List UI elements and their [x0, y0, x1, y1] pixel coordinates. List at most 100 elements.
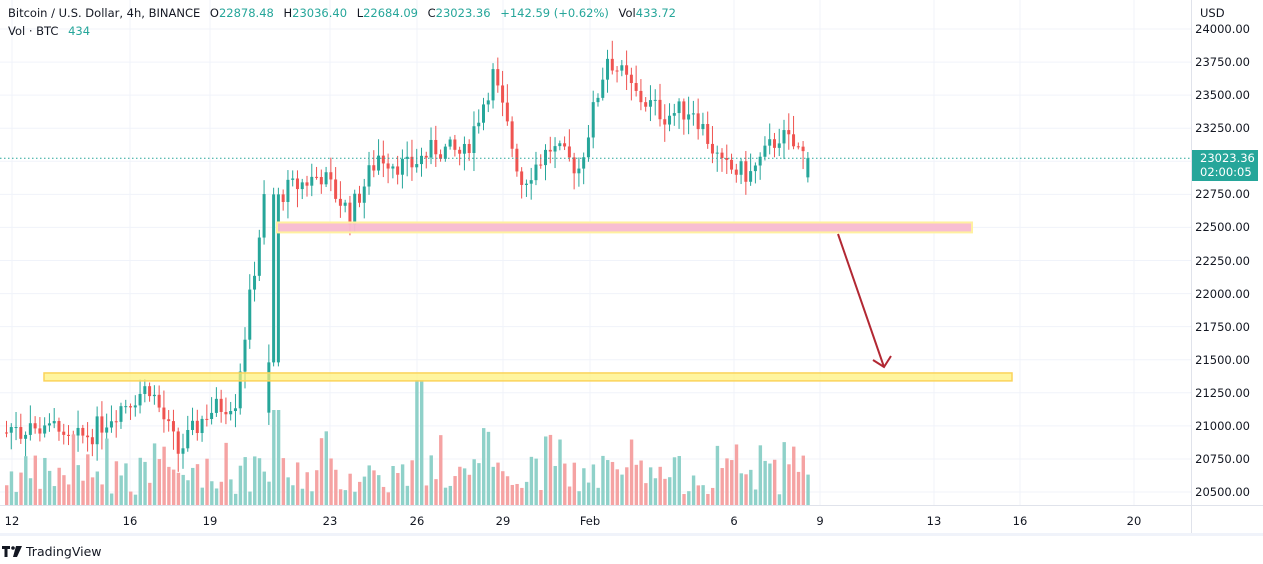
volume-bar [300, 488, 305, 505]
tradingview-logo-icon [2, 545, 22, 557]
volume-bar [162, 446, 166, 505]
candle-down [682, 101, 686, 120]
candle-down [730, 159, 734, 170]
candle-up [701, 124, 705, 130]
candle-down [663, 119, 667, 125]
volume-indicator-label[interactable]: Vol · BTC [8, 24, 59, 38]
candle-up [668, 115, 672, 125]
candle-down [710, 143, 714, 154]
volume-bar [272, 410, 276, 505]
candle-up [276, 194, 280, 363]
volume-bar [305, 472, 309, 505]
candle-up [52, 421, 56, 424]
time-axis[interactable]: 12 16 19 23 26 29 Feb 6 9 13 16 20 [0, 505, 1191, 534]
candle-up [687, 114, 691, 120]
time-tick-label: 16 [122, 514, 138, 528]
candle-up [210, 412, 214, 420]
candle-up [28, 423, 32, 435]
candle-down [157, 394, 161, 408]
volume-bar [687, 491, 691, 505]
candle-up [606, 58, 610, 80]
candle-up [405, 156, 409, 159]
candle-up [353, 193, 357, 225]
volume-bar [763, 460, 767, 505]
candle-up [415, 164, 419, 168]
candle-up [186, 429, 190, 449]
volume-bar [792, 446, 796, 505]
volume-bar [424, 485, 429, 505]
candle-up [715, 152, 719, 154]
tradingview-brand[interactable]: TradingView [2, 542, 102, 560]
candle-up [300, 182, 304, 190]
volume-bar [357, 481, 362, 505]
low-value: 22684.09 [363, 6, 418, 20]
candle-down [424, 155, 428, 158]
volume-bar [563, 463, 567, 505]
time-tick-label: 13 [926, 514, 942, 528]
candle-down [734, 169, 738, 175]
volume-bar [768, 463, 772, 505]
candle-up [181, 448, 185, 454]
volume-bar [367, 465, 371, 505]
volume-bar [319, 438, 324, 505]
candle-up [601, 79, 605, 98]
candlestick-chart[interactable] [0, 0, 1191, 505]
volume-bar [515, 483, 519, 505]
candle-down [505, 102, 509, 122]
volume-bar [787, 464, 791, 505]
candle-down [796, 146, 800, 148]
chart-pane[interactable]: Bitcoin / U.S. Dollar, 4h, BINANCE O2287… [0, 0, 1191, 505]
volume-bar [405, 485, 410, 505]
candle-down [706, 124, 710, 144]
volume-bar [191, 467, 195, 505]
candle-up [14, 427, 18, 429]
volume-bar [696, 485, 701, 505]
candle-up [782, 130, 786, 144]
candle-up [763, 145, 767, 157]
candle-up [482, 104, 485, 123]
volume-bar [267, 481, 271, 505]
volume-bar [744, 474, 748, 505]
candle-down [167, 419, 171, 422]
candle-up [400, 158, 404, 175]
volume-bar [725, 458, 729, 505]
candle-down [610, 58, 614, 71]
volume-bar [200, 487, 204, 505]
volume-bar [710, 487, 715, 505]
volume-bar [38, 488, 42, 505]
candle-up [477, 122, 481, 127]
volume-bar [362, 476, 367, 505]
price-tick-label: 20750.00 [1195, 451, 1250, 466]
candle-down [33, 423, 37, 429]
volume-bar [429, 455, 433, 505]
currency-label[interactable]: USD [1200, 6, 1225, 20]
volume-bar [157, 459, 162, 505]
volume-bar [591, 464, 596, 505]
price-tick-label: 20500.00 [1195, 485, 1250, 499]
candle-down [357, 193, 361, 203]
volume-bar [396, 473, 400, 505]
candle-down [319, 177, 323, 185]
volume-bar [691, 475, 696, 505]
volume-bar [586, 482, 591, 505]
volume-bar [610, 461, 615, 505]
volume-bar [338, 489, 343, 505]
candle-down [792, 134, 796, 147]
volume-bar [377, 475, 381, 505]
symbol-title[interactable]: Bitcoin / U.S. Dollar, 4h, BINANCE [8, 6, 201, 20]
price-axis[interactable]: USD 24000.00 23750.00 23500.00 23250.00 2275… [1191, 0, 1263, 505]
high-value: 23036.40 [292, 6, 348, 20]
bottom-divider [0, 533, 1263, 536]
candle-up [534, 164, 538, 181]
symbol-legend: Bitcoin / U.S. Dollar, 4h, BINANCE O2287… [8, 6, 676, 20]
candle-up [47, 423, 51, 426]
volume-bar [601, 455, 605, 505]
volume-bar [76, 465, 80, 505]
volume-bar [386, 492, 390, 505]
volume-bar [133, 494, 138, 505]
candle-down [644, 102, 648, 107]
candle-down [787, 130, 791, 135]
volume-bar [243, 457, 247, 505]
candle-down [129, 406, 133, 408]
volume-bar [620, 474, 624, 505]
